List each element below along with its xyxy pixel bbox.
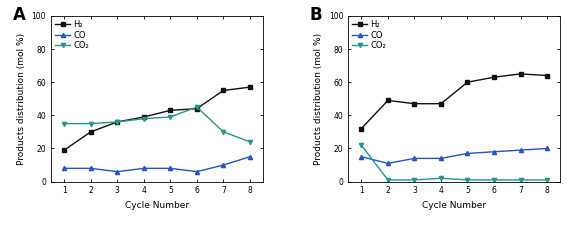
CO (247, 155, 254, 158)
Text: A: A (12, 6, 25, 24)
CO₂ (220, 131, 227, 133)
H₂ (517, 72, 524, 75)
CO (61, 167, 67, 170)
H₂ (544, 74, 551, 77)
CO₂ (114, 121, 121, 123)
CO₂ (517, 179, 524, 181)
CO (438, 157, 444, 160)
Line: CO₂: CO₂ (359, 143, 549, 182)
Line: H₂: H₂ (62, 85, 252, 152)
H₂ (140, 116, 147, 118)
CO (384, 162, 391, 165)
Line: CO: CO (62, 155, 252, 174)
H₂ (167, 109, 174, 112)
Legend: H₂, CO, CO₂: H₂, CO, CO₂ (53, 18, 91, 52)
CO₂ (140, 117, 147, 120)
CO₂ (491, 179, 498, 181)
Text: B: B (310, 6, 323, 24)
CO (358, 155, 365, 158)
CO (167, 167, 174, 170)
Y-axis label: Products distribution (mol %): Products distribution (mol %) (17, 33, 26, 165)
H₂ (491, 76, 498, 79)
H₂ (194, 107, 200, 110)
CO₂ (167, 116, 174, 118)
CO (464, 152, 471, 155)
X-axis label: Cycle Number: Cycle Number (422, 201, 486, 210)
CO₂ (411, 179, 418, 181)
CO (544, 147, 551, 150)
CO (140, 167, 147, 170)
CO (517, 149, 524, 151)
CO₂ (87, 122, 94, 125)
CO (491, 151, 498, 153)
H₂ (438, 102, 444, 105)
CO (87, 167, 94, 170)
Legend: H₂, CO, CO₂: H₂, CO, CO₂ (350, 18, 388, 52)
CO₂ (194, 106, 200, 108)
CO₂ (438, 177, 444, 180)
CO (411, 157, 418, 160)
H₂ (384, 99, 391, 102)
H₂ (61, 149, 67, 151)
H₂ (247, 86, 254, 89)
CO₂ (544, 179, 551, 181)
CO₂ (384, 179, 391, 181)
H₂ (464, 81, 471, 84)
H₂ (411, 102, 418, 105)
X-axis label: Cycle Number: Cycle Number (125, 201, 189, 210)
Line: CO: CO (359, 146, 549, 165)
CO₂ (358, 144, 365, 146)
H₂ (114, 121, 121, 123)
Line: CO₂: CO₂ (62, 105, 252, 144)
H₂ (87, 131, 94, 133)
CO₂ (247, 141, 254, 143)
H₂ (358, 127, 365, 130)
CO₂ (61, 122, 67, 125)
CO (220, 164, 227, 166)
H₂ (220, 89, 227, 92)
Y-axis label: Products distribution (mol %): Products distribution (mol %) (314, 33, 323, 165)
CO (194, 170, 200, 173)
CO (114, 170, 121, 173)
CO₂ (464, 179, 471, 181)
Line: H₂: H₂ (359, 72, 549, 131)
